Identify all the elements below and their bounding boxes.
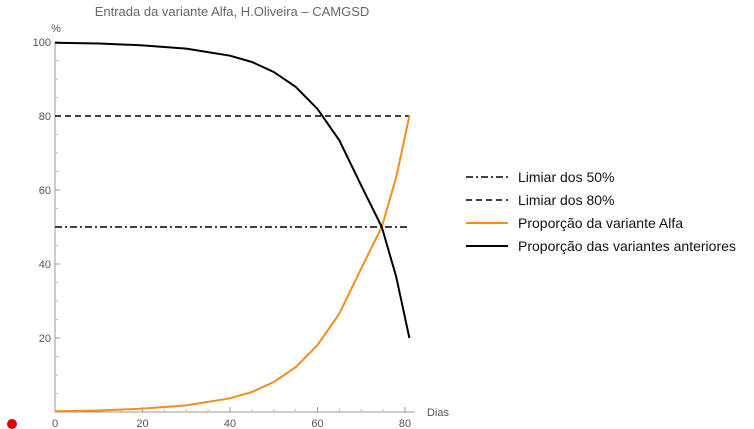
x-tick-label: 0 <box>52 418 58 429</box>
x-tick-label: 60 <box>311 418 323 429</box>
y-tick-label: 80 <box>39 111 51 123</box>
y-axis-label: % <box>51 23 61 35</box>
series-lines <box>54 41 411 413</box>
y-tick-label: 40 <box>39 259 51 271</box>
legend-label: Proporção das variantes anteriores <box>518 238 736 254</box>
y-tick-label: 20 <box>39 333 51 345</box>
status-dot-icon <box>7 419 17 429</box>
x-tick-label: 80 <box>399 418 411 429</box>
series-line-proporcao-das-variantes-anteriores <box>54 41 411 339</box>
legend-label: Proporção da variante Alfa <box>518 215 683 231</box>
x-axis-label: Dias <box>427 407 450 419</box>
series-line-proporcao-da-variante-alfa <box>54 115 411 413</box>
y-axis-ticks: 20 40 60 80 100 <box>33 37 60 394</box>
y-tick-label: 100 <box>33 37 51 49</box>
x-tick-label: 40 <box>224 418 236 429</box>
y-tick-label: 60 <box>39 185 51 197</box>
legend-label: Limiar dos 80% <box>518 192 615 208</box>
plot-area: 0 20 40 60 80 20 40 60 80 100 % Dias <box>33 23 450 429</box>
chart-title: Entrada da variante Alfa, H.Oliveira – C… <box>95 4 370 19</box>
legend: Limiar dos 50% Limiar dos 80% Proporção da… <box>466 169 736 254</box>
x-tick-label: 20 <box>136 418 148 429</box>
legend-label: Limiar dos 50% <box>518 169 615 185</box>
